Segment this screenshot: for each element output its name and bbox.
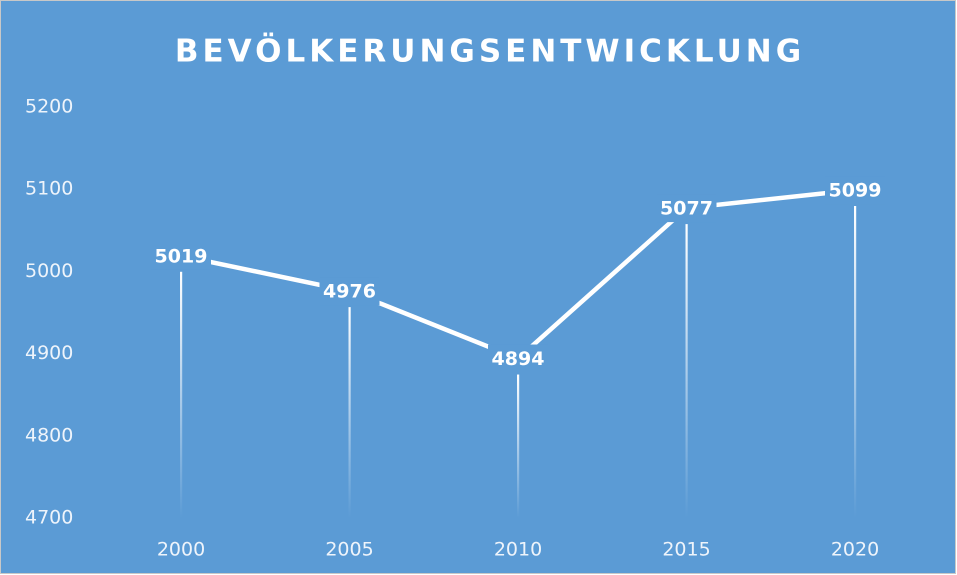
label-background	[151, 241, 211, 270]
y-tick-label: 5000	[25, 260, 73, 282]
label-background	[656, 194, 717, 223]
y-tick-label: 4700	[25, 507, 73, 529]
y-tick-label: 4900	[25, 342, 73, 364]
data-label: 5077	[660, 198, 713, 220]
data-label: 4894	[492, 348, 545, 370]
drop-line	[517, 374, 520, 518]
x-tick-label: 2020	[831, 539, 879, 561]
x-tick-label: 2000	[157, 539, 205, 561]
label-background	[825, 176, 885, 205]
label-background	[488, 344, 548, 373]
x-tick-label: 2010	[494, 539, 542, 561]
y-tick-label: 5100	[25, 178, 73, 200]
y-tick-label: 4800	[25, 424, 73, 446]
label-background	[319, 277, 380, 306]
y-tick-label: 5200	[25, 96, 73, 118]
data-label: 4976	[323, 281, 376, 303]
drop-line	[348, 307, 351, 518]
drop-line	[180, 271, 183, 518]
chart-title: BEVÖLKERUNGSENTWICKLUNG	[175, 33, 805, 70]
x-tick-label: 2005	[325, 539, 373, 561]
x-tick-label: 2015	[662, 539, 710, 561]
drop-line	[685, 224, 688, 518]
drop-line	[854, 206, 857, 518]
data-label: 5099	[829, 180, 882, 202]
data-label: 5019	[155, 245, 208, 267]
